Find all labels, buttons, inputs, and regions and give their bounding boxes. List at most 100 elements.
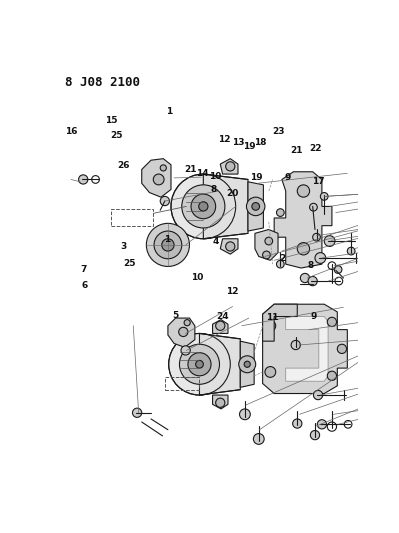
Circle shape [191,194,215,219]
Circle shape [320,192,328,200]
Circle shape [263,251,271,259]
Circle shape [265,320,276,331]
Circle shape [310,203,317,211]
Text: 2: 2 [280,254,286,263]
Text: 5: 5 [172,311,178,320]
Text: 8: 8 [307,261,314,270]
Circle shape [182,185,225,228]
Circle shape [153,174,164,185]
Circle shape [313,233,320,241]
Text: 19: 19 [243,142,255,150]
Text: 1: 1 [166,108,172,117]
Text: 25: 25 [123,259,136,268]
Circle shape [317,419,326,429]
Polygon shape [142,159,171,197]
Circle shape [253,433,264,445]
Text: 12: 12 [226,287,238,296]
Circle shape [277,260,284,268]
Circle shape [347,247,355,255]
Text: 4: 4 [213,237,219,246]
Circle shape [265,237,273,245]
Polygon shape [220,159,238,174]
Text: 9: 9 [284,173,290,182]
Circle shape [169,334,230,395]
Circle shape [188,353,211,376]
Text: 10: 10 [191,273,203,282]
Circle shape [297,185,310,197]
Text: 21: 21 [290,146,303,155]
Polygon shape [203,174,248,239]
Text: 7: 7 [80,265,86,274]
Text: 24: 24 [217,312,229,321]
Circle shape [154,231,182,259]
Circle shape [315,253,326,263]
Circle shape [171,174,236,239]
Circle shape [277,209,284,216]
Text: 8: 8 [211,185,217,195]
Circle shape [179,327,188,336]
Circle shape [244,361,250,367]
Circle shape [132,408,142,417]
Circle shape [181,346,190,355]
Bar [111,209,153,225]
Text: 17: 17 [312,177,324,186]
Text: 8 J08 2100: 8 J08 2100 [65,76,140,88]
Polygon shape [240,341,254,387]
Circle shape [327,371,336,381]
Text: 19: 19 [251,173,263,182]
Polygon shape [213,320,228,334]
Text: 10: 10 [209,172,222,181]
Polygon shape [274,172,332,268]
Polygon shape [255,230,278,260]
Text: 20: 20 [226,189,238,198]
Text: 23: 23 [272,127,284,136]
Text: 16: 16 [65,127,77,136]
Text: 12: 12 [218,134,231,143]
Circle shape [226,242,235,251]
Circle shape [162,239,174,251]
Circle shape [337,344,347,353]
Circle shape [265,367,276,377]
Circle shape [199,202,208,211]
Circle shape [324,236,335,246]
Circle shape [327,317,336,327]
Text: 3: 3 [120,242,126,251]
Text: 6: 6 [81,281,88,290]
Text: 13: 13 [232,138,245,147]
Circle shape [146,223,190,266]
Circle shape [184,320,190,326]
Circle shape [247,197,265,216]
Text: 18: 18 [253,138,266,147]
Text: 11: 11 [266,313,279,322]
Circle shape [308,277,317,286]
Circle shape [314,391,323,400]
Circle shape [160,196,170,206]
Text: 26: 26 [117,161,129,170]
Circle shape [297,243,310,255]
Text: 21: 21 [184,165,197,174]
Circle shape [160,165,166,171]
Text: 14: 14 [196,169,209,179]
Text: 22: 22 [309,143,321,152]
Polygon shape [220,239,238,254]
Circle shape [215,398,225,407]
Text: 9: 9 [310,312,317,321]
Circle shape [79,175,88,184]
Bar [165,377,200,391]
Circle shape [291,341,300,350]
Polygon shape [263,304,347,393]
Circle shape [252,203,259,210]
Circle shape [292,419,302,428]
Polygon shape [286,317,328,381]
Text: 25: 25 [111,131,123,140]
Circle shape [196,360,203,368]
Polygon shape [263,304,297,341]
Polygon shape [168,318,195,348]
Circle shape [215,321,225,330]
Circle shape [300,273,310,282]
Circle shape [334,265,342,273]
Circle shape [310,431,320,440]
Text: 1: 1 [164,235,171,244]
Polygon shape [248,182,263,231]
Circle shape [239,356,256,373]
